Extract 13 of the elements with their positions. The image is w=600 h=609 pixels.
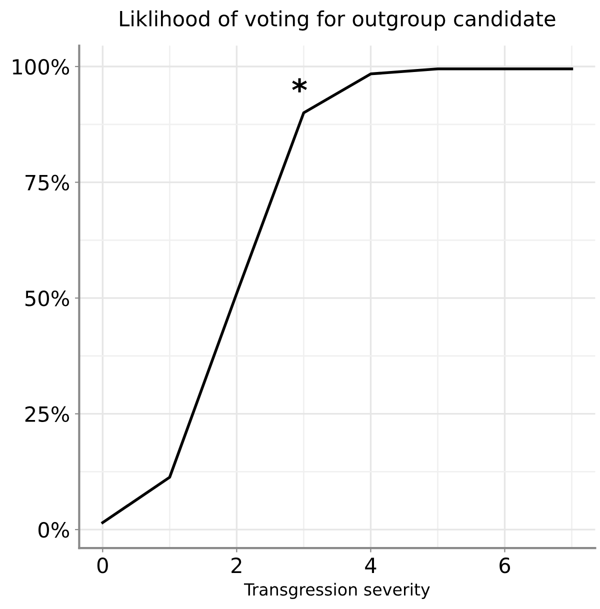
annotation: * <box>292 78 307 92</box>
y-tick-label: 25% <box>25 406 70 422</box>
x-tick-label: 6 <box>500 557 510 574</box>
y-tick-label: 50% <box>25 290 70 306</box>
x-tick-label: 0 <box>97 557 108 574</box>
y-tick-label: 75% <box>26 174 70 190</box>
x-tick-label: 2 <box>232 557 242 573</box>
line-series <box>101 67 574 524</box>
x-axis-title: Transgression severity <box>244 582 430 599</box>
x-tick-label: 4 <box>365 558 376 573</box>
y-tick-label: 0% <box>38 522 70 538</box>
y-tick-label: 100% <box>12 58 70 75</box>
chart-title: Liklihood of voting for outgroup candidate <box>120 10 556 31</box>
